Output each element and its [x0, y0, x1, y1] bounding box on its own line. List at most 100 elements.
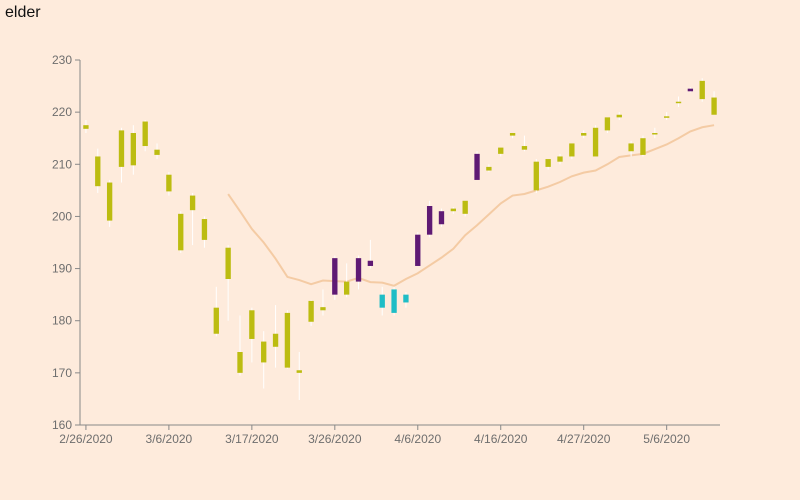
candle — [474, 151, 480, 180]
candle — [308, 299, 314, 326]
candle-body — [320, 307, 326, 311]
candle — [699, 78, 705, 102]
candle — [462, 200, 468, 217]
x-tick-label: 4/6/2020 — [394, 432, 441, 446]
candle-body — [367, 260, 374, 266]
candle-body — [438, 211, 445, 225]
candle-body — [261, 341, 267, 363]
candle — [533, 159, 539, 193]
candle-body — [545, 159, 551, 167]
candle — [154, 143, 160, 160]
candle-body — [628, 143, 634, 152]
y-tick-label: 160 — [52, 418, 72, 432]
candle — [675, 96, 682, 107]
candle-body — [581, 133, 587, 136]
candle-body — [415, 234, 421, 266]
candle-body — [237, 352, 243, 373]
candle-body — [142, 121, 148, 147]
candle — [664, 112, 670, 120]
candle — [521, 135, 528, 152]
candle — [249, 307, 255, 363]
candle-body — [462, 200, 468, 214]
candle — [272, 305, 279, 368]
candle-body — [355, 258, 362, 282]
candle — [284, 310, 291, 369]
candle-body — [296, 370, 302, 373]
candle-body — [225, 247, 231, 279]
candle — [225, 245, 231, 321]
y-tick-label: 230 — [52, 53, 72, 67]
candle-body — [474, 153, 480, 180]
candle — [509, 133, 516, 139]
candle-body — [652, 133, 658, 135]
candle — [367, 239, 374, 269]
candle-body — [521, 146, 528, 150]
candle-body — [533, 161, 539, 191]
candle — [332, 255, 338, 300]
candle — [237, 315, 243, 376]
candle-body — [699, 80, 705, 100]
candle — [296, 352, 302, 400]
candle-body — [154, 149, 160, 155]
candle — [213, 286, 219, 337]
candle — [581, 130, 587, 139]
chart-title: elder — [5, 4, 41, 21]
candle — [486, 164, 492, 173]
candle-body — [379, 294, 385, 308]
candle — [438, 208, 445, 227]
x-tick-label: 4/27/2020 — [557, 432, 611, 446]
candle-body — [95, 156, 101, 187]
candle-body — [118, 130, 125, 167]
candle — [687, 87, 694, 93]
candle-body — [249, 310, 255, 339]
candle — [557, 153, 563, 165]
candle — [95, 148, 101, 193]
candle-body — [130, 133, 136, 166]
candle-body — [178, 213, 184, 251]
candle-body — [308, 300, 314, 322]
candle-body — [664, 116, 670, 118]
y-tick-label: 170 — [52, 366, 72, 380]
candle-body — [403, 294, 409, 303]
candle-body — [189, 195, 196, 211]
candle — [592, 125, 599, 157]
candle — [344, 263, 350, 298]
candle — [178, 211, 184, 253]
candle — [711, 91, 717, 115]
candle-body — [616, 114, 622, 118]
candle — [569, 143, 575, 160]
candle — [652, 127, 658, 139]
candle — [426, 200, 433, 238]
candle-body — [450, 208, 456, 212]
candle-body — [711, 97, 717, 115]
candle-body — [675, 101, 682, 104]
candle-body — [509, 133, 516, 136]
candle — [355, 255, 362, 290]
candle — [379, 286, 385, 316]
candle — [83, 119, 89, 133]
candle — [403, 292, 409, 308]
candle-body — [569, 143, 575, 157]
candle — [640, 135, 646, 157]
candle — [450, 207, 456, 214]
candle — [604, 117, 611, 133]
candle — [391, 286, 397, 316]
x-tick-label: 2/26/2020 — [59, 432, 113, 446]
x-tick-label: 3/17/2020 — [225, 432, 279, 446]
candle — [166, 172, 172, 196]
candle — [261, 331, 267, 389]
x-tick-label: 3/26/2020 — [308, 432, 362, 446]
candle — [189, 192, 196, 246]
candle — [130, 125, 136, 175]
y-tick-label: 220 — [52, 105, 72, 119]
y-tick-label: 180 — [52, 314, 72, 328]
candle — [201, 216, 208, 248]
candle — [415, 232, 421, 266]
candle — [616, 112, 622, 120]
candle — [142, 119, 148, 152]
candle-body — [344, 281, 350, 295]
x-tick-label: 4/16/2020 — [474, 432, 528, 446]
moving-average-line — [227, 124, 715, 287]
candle-body — [687, 88, 694, 92]
